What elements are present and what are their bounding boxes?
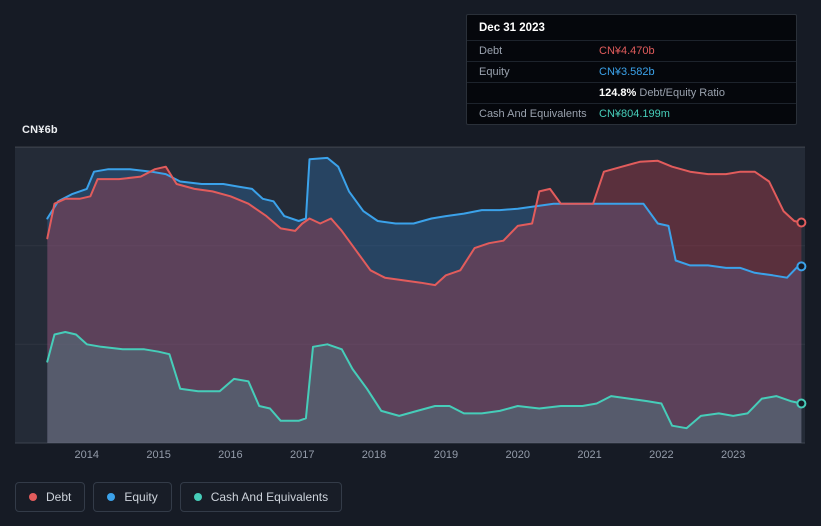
tooltip-row-cash: Cash And Equivalents CN¥804.199m [467,103,796,124]
debt-endpoint-marker[interactable] [796,217,807,228]
cash-and-equivalents-endpoint-marker[interactable] [796,398,807,409]
legend: Debt Equity Cash And Equivalents [15,482,343,512]
x-tick-2015: 2015 [146,449,171,461]
legend-item-equity[interactable]: Equity [93,482,172,512]
equity-endpoint-marker[interactable] [796,261,807,272]
tooltip-row-debt: Debt CN¥4.470b [467,40,796,61]
ratio-percent: 124.8% [599,86,637,99]
chart-svg[interactable] [15,146,807,444]
legend-item-cash[interactable]: Cash And Equivalents [179,482,343,512]
tooltip-debt-label: Debt [479,44,503,57]
cash-and-equivalents-area [47,332,802,443]
chart-tooltip: Dec 31 2023 Debt CN¥4.470b Equity CN¥3.5… [466,14,797,125]
tooltip-cash-value: CN¥804.199m [599,107,670,120]
x-tick-2021: 2021 [577,449,602,461]
tooltip-cash-label: Cash And Equivalents [479,107,587,120]
tooltip-row-ratio: 124.8% Debt/Equity Ratio [467,82,796,103]
x-tick-2023: 2023 [720,449,746,461]
legend-equity-label: Equity [124,490,158,504]
cash-color-dot [193,493,202,501]
debt-color-dot [29,493,37,501]
legend-cash-label: Cash And Equivalents [210,490,329,504]
tooltip-debt-value: CN¥4.470b [599,44,655,57]
x-tick-2020: 2020 [505,449,530,461]
cash-and-equivalents-line[interactable] [46,331,803,430]
equity-area [47,157,802,443]
plot-area[interactable] [15,146,807,444]
legend-debt-label: Debt [46,490,72,504]
tooltip-ratio-value: 124.8% Debt/Equity Ratio [599,87,784,99]
y-axis-max-label: CN¥6b [22,124,58,136]
x-tick-2018: 2018 [361,449,387,461]
debt-line[interactable] [46,159,803,287]
tooltip-date: Dec 31 2023 [479,22,545,34]
tooltip-equity-value: CN¥3.582b [599,65,655,78]
tooltip-equity-label: Equity [479,65,510,78]
x-tick-2016: 2016 [218,449,243,461]
x-tick-2017: 2017 [289,449,315,461]
equity-color-dot [107,493,116,501]
debt-area [47,160,802,444]
x-axis: 2014 2015 2016 2017 2018 2019 2020 2021 2022 2023 [15,449,805,463]
x-tick-2019: 2019 [433,449,459,461]
x-tick-2014: 2014 [74,449,100,461]
x-tick-2022: 2022 [649,449,674,461]
legend-item-debt[interactable]: Debt [15,482,86,512]
tooltip-row-equity: Equity CN¥3.582b [467,61,796,82]
ratio-caption: Debt/Equity Ratio [636,86,725,99]
